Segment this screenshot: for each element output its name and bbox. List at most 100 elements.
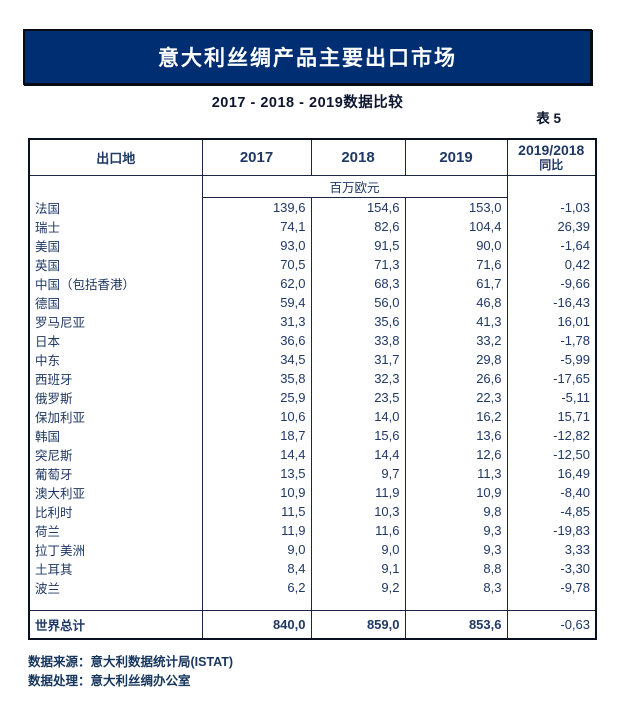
yoy-cell: -5,99	[506, 350, 596, 369]
value-2017-cell: 74,1	[201, 217, 311, 236]
value-2018-cell: 56,0	[310, 293, 405, 312]
value-2019-cell: 61,7	[404, 274, 507, 293]
title-banner: 意大利丝绸产品主要出口市场	[23, 29, 592, 85]
value-2019-cell: 153,0	[404, 197, 507, 217]
value-2017-cell: 14,4	[201, 445, 311, 464]
table-row: 保加利亚 10,6 14,0 16,2 15,71	[29, 407, 596, 426]
page-title: 意大利丝绸产品主要出口市场	[158, 47, 457, 70]
column-header-yoy: 2019/2018 同比	[506, 139, 596, 176]
destination-cell: 拉丁美洲	[35, 544, 86, 558]
destination-cell: 韩国	[35, 430, 61, 444]
value-2018-cell: 33,8	[310, 331, 405, 350]
table-number-label: 表 5	[536, 111, 561, 126]
value-2019-cell: 90,0	[404, 236, 507, 255]
destination-cell: 中国（包括香港）	[35, 278, 136, 292]
yoy-cell: -3,30	[506, 559, 596, 578]
value-2018-cell: 14,0	[310, 407, 405, 426]
table-row: 美国 93,0 91,5 90,0 -1,64	[29, 236, 596, 255]
destination-cell: 葡萄牙	[35, 468, 73, 482]
value-2019-cell: 9,3	[404, 540, 507, 559]
table-row: 澳大利亚 10,9 11,9 10,9 -8,40	[29, 483, 596, 502]
value-2019-cell: 11,3	[404, 464, 507, 483]
data-source-note: 数据来源：意大利数据统计局(ISTAT)	[28, 655, 234, 669]
destination-cell: 波兰	[35, 582, 61, 596]
column-header-2018: 2018	[310, 139, 405, 176]
destination-cell: 比利时	[35, 506, 73, 520]
unit-row-empty-right	[506, 175, 596, 198]
yoy-cell: -9,78	[506, 578, 596, 597]
destination-cell: 突尼斯	[35, 449, 73, 463]
destination-cell: 法国	[35, 201, 61, 216]
value-2017-cell: 93,0	[201, 236, 311, 255]
column-header-2017: 2017	[201, 139, 311, 176]
value-2018-cell: 35,6	[310, 312, 405, 331]
table-row: 突尼斯 14,4 14,4 12,6 -12,50	[29, 445, 596, 464]
value-2019-cell: 10,9	[404, 483, 507, 502]
yoy-cell: -16,43	[506, 293, 596, 312]
total-2017-value: 840,0	[201, 610, 311, 639]
destination-cell: 保加利亚	[35, 411, 86, 425]
value-2019-cell: 33,2	[404, 331, 507, 350]
table-row: 拉丁美洲 9,0 9,0 9,3 3,33	[29, 540, 596, 559]
value-2018-cell: 10,3	[310, 502, 405, 521]
value-2018-cell: 91,5	[310, 236, 405, 255]
yoy-cell: -1,64	[506, 236, 596, 255]
value-2018-cell: 154,6	[310, 197, 405, 217]
value-2019-cell: 71,6	[404, 255, 507, 274]
value-2018-cell: 14,4	[310, 445, 405, 464]
destination-cell: 瑞士	[35, 221, 61, 235]
table-row: 比利时 11,5 10,3 9,8 -4,85	[29, 502, 596, 521]
yoy-cell: -1,78	[506, 331, 596, 350]
total-yoy-value: -0,63	[506, 610, 596, 639]
value-2019-cell: 13,6	[404, 426, 507, 445]
table-row: 波兰 6,2 9,2 8,3 -9,78	[29, 578, 596, 597]
yoy-cell: -12,50	[506, 445, 596, 464]
footer-notes: 数据来源：意大利数据统计局(ISTAT) 数据处理：意大利丝绸办公室	[28, 653, 233, 691]
table-row: 日本 36,6 33,8 33,2 -1,78	[29, 331, 596, 350]
table-row: 中国（包括香港） 62,0 68,3 61,7 -9,66	[29, 274, 596, 293]
value-2017-cell: 62,0	[201, 274, 311, 293]
value-2017-cell: 18,7	[201, 426, 311, 445]
destination-cell: 罗马尼亚	[35, 316, 86, 330]
destination-cell: 美国	[35, 240, 61, 254]
yoy-cell: -5,11	[506, 388, 596, 407]
value-2019-cell: 46,8	[404, 293, 507, 312]
table-row: 英国 70,5 71,3 71,6 0,42	[29, 255, 596, 274]
value-2018-cell: 11,6	[310, 521, 405, 540]
value-2017-cell: 59,4	[201, 293, 311, 312]
table-row: 俄罗斯 25,9 23,5 22,3 -5,11	[29, 388, 596, 407]
yoy-cell: -17,65	[506, 369, 596, 388]
value-2017-cell: 25,9	[201, 388, 311, 407]
value-2017-cell: 10,6	[201, 407, 311, 426]
value-2017-cell: 10,9	[201, 483, 311, 502]
destination-cell: 俄罗斯	[35, 392, 73, 406]
value-2017-cell: 34,5	[201, 350, 311, 369]
unit-row: 百万欧元	[29, 175, 596, 198]
unit-row-empty-left	[29, 176, 202, 198]
yoy-cell: 16,01	[506, 312, 596, 331]
destination-cell: 土耳其	[35, 563, 73, 577]
value-2017-cell: 11,5	[201, 502, 311, 521]
value-2018-cell: 9,1	[310, 559, 405, 578]
value-2018-cell: 23,5	[310, 388, 405, 407]
table-row: 土耳其 8,4 9,1 8,8 -3,30	[29, 559, 596, 578]
yoy-ratio-label: 2019/2018	[518, 141, 585, 158]
yoy-cell: 3,33	[506, 540, 596, 559]
value-2017-cell: 8,4	[201, 559, 311, 578]
value-2017-cell: 139,6	[201, 197, 311, 217]
value-2017-cell: 70,5	[201, 255, 311, 274]
value-2019-cell: 12,6	[404, 445, 507, 464]
value-2019-cell: 8,8	[404, 559, 507, 578]
yoy-cell: 16,49	[506, 464, 596, 483]
header-row: 出口地 2017 2018 2019 2019/2018 同比	[29, 139, 596, 176]
value-2017-cell: 31,3	[201, 312, 311, 331]
value-2019-cell: 9,8	[404, 502, 507, 521]
column-header-2019: 2019	[404, 139, 507, 176]
value-2018-cell: 11,9	[310, 483, 405, 502]
yoy-cell: 0,42	[506, 255, 596, 274]
table-row: 荷兰 11,9 11,6 9,3 -19,83	[29, 521, 596, 540]
value-2019-cell: 41,3	[404, 312, 507, 331]
value-2017-cell: 9,0	[201, 540, 311, 559]
destination-cell: 中东	[35, 354, 61, 368]
